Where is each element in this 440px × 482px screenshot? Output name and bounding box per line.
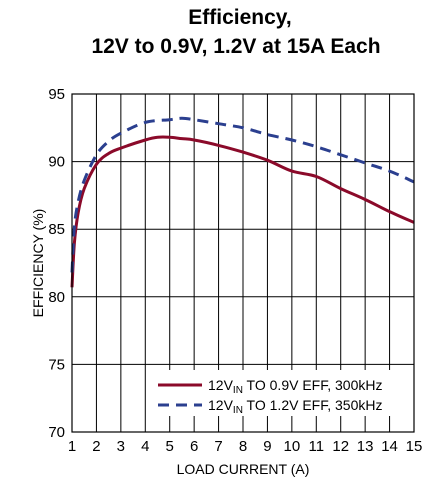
legend-background bbox=[148, 370, 411, 416]
chart-title-line-2: 12V to 0.9V, 1.2V at 15A Each bbox=[91, 35, 380, 58]
y-axis-label: EFFICIENCY (%) bbox=[30, 209, 46, 318]
x-tick-label: 12 bbox=[332, 438, 349, 455]
x-tick-label: 5 bbox=[166, 438, 174, 455]
plot-frame bbox=[71, 93, 415, 433]
series-line-1p2v bbox=[70, 116, 415, 273]
y-tick-label: 75 bbox=[48, 356, 65, 373]
x-tick-label: 6 bbox=[190, 438, 198, 455]
x-tick-label: 10 bbox=[284, 438, 301, 455]
legend-0p9v-subscript: IN bbox=[233, 385, 243, 396]
legend-1p2v-suffix: TO 1.2V EFF, 350kHz bbox=[243, 397, 383, 413]
y-tick-label: 70 bbox=[48, 424, 65, 441]
x-tick-label: 15 bbox=[406, 438, 423, 455]
x-tick-label: 1 bbox=[68, 438, 76, 455]
y-tick-label: 90 bbox=[48, 154, 65, 171]
legend-entry-0p9v: 12VIN TO 0.9V EFF, 300kHz bbox=[208, 377, 382, 396]
y-tick-label: 95 bbox=[48, 86, 65, 103]
x-tick-label: 3 bbox=[117, 438, 125, 455]
x-axis-label: LOAD CURRENT (A) bbox=[177, 461, 310, 477]
y-tick-label: 80 bbox=[48, 289, 65, 306]
legend: 12VIN TO 0.9V EFF, 300kHz 12VIN TO 1.2V … bbox=[158, 377, 382, 416]
legend-1p2v-subscript: IN bbox=[233, 405, 243, 416]
chart-title-line-1: Efficiency, bbox=[188, 6, 291, 29]
legend-0p9v-prefix: 12V bbox=[208, 377, 234, 393]
x-tick-label: 9 bbox=[263, 438, 271, 455]
y-tick-label: 85 bbox=[48, 221, 65, 238]
x-tick-label: 2 bbox=[92, 438, 100, 455]
x-tick-label: 11 bbox=[308, 438, 324, 455]
x-tick-label: 13 bbox=[357, 438, 374, 455]
series-layer bbox=[70, 116, 415, 288]
x-tick-label: 4 bbox=[141, 438, 149, 455]
legend-entry-1p2v: 12VIN TO 1.2V EFF, 350kHz bbox=[208, 397, 382, 416]
legend-0p9v-suffix: TO 0.9V EFF, 300kHz bbox=[243, 377, 383, 393]
series-line-0p9v bbox=[70, 135, 415, 288]
x-tick-label: 14 bbox=[381, 438, 398, 455]
x-tick-label: 8 bbox=[239, 438, 247, 455]
x-tick-label: 7 bbox=[214, 438, 222, 455]
legend-1p2v-prefix: 12V bbox=[208, 397, 234, 413]
